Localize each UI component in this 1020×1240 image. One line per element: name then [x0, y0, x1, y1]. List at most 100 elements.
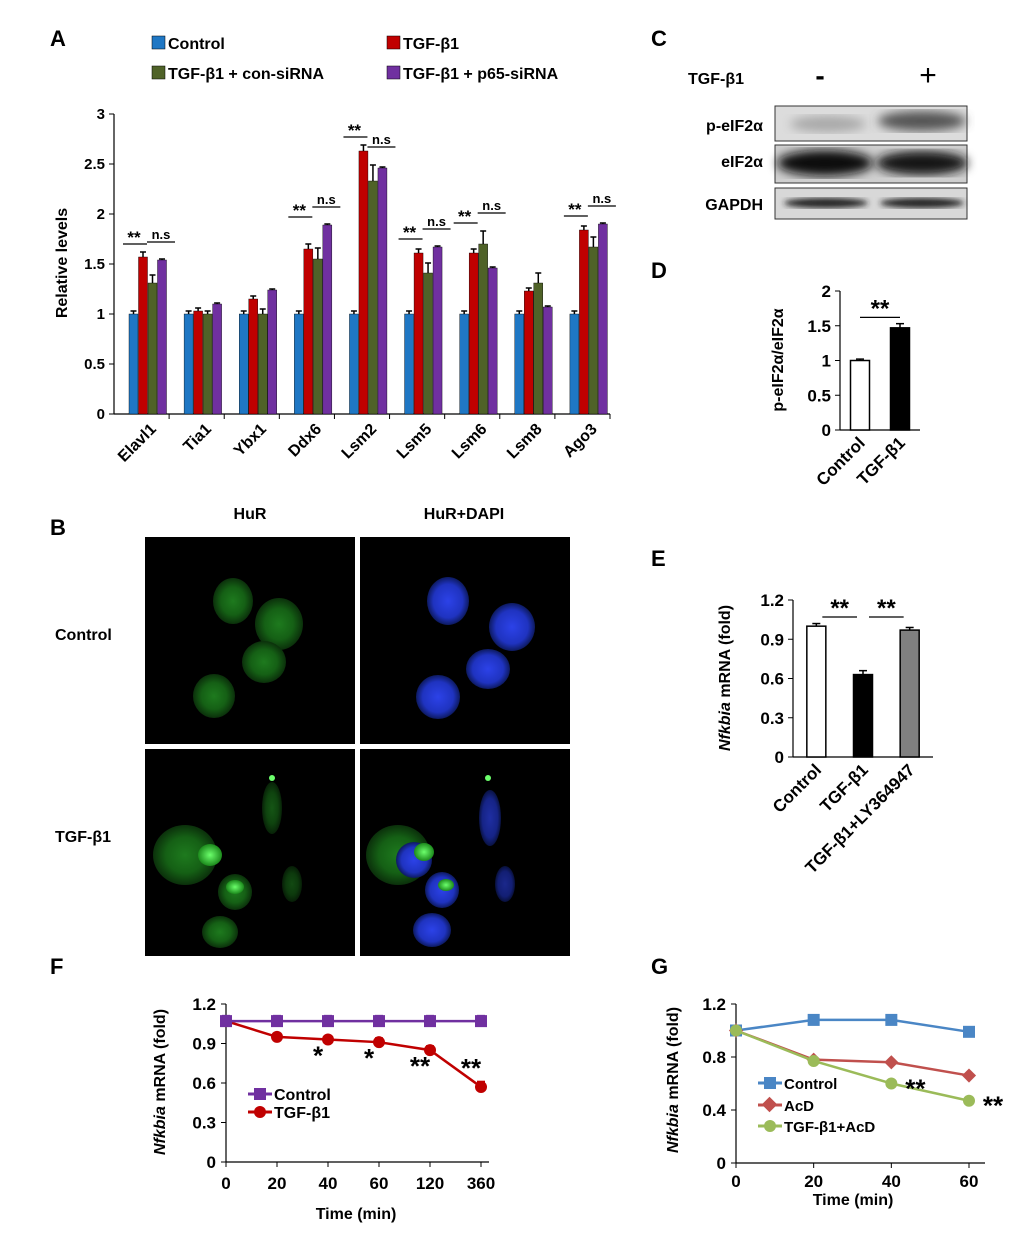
legend-f-control: Control [274, 1087, 331, 1104]
legend-control: Control [168, 36, 225, 53]
panel-f-point-0-0 [220, 1015, 232, 1028]
panel-f-xtick: 40 [319, 1174, 338, 1193]
bar-ddx6-0 [294, 313, 304, 415]
bar-ddx6-1 [303, 248, 314, 415]
panel-a-xtick-elavl1: Elavl1 [115, 421, 160, 466]
bar-ddx6-3 [322, 224, 333, 415]
panel-e-ytick: 0 [775, 748, 784, 767]
bar-ybx1-2 [258, 313, 268, 415]
panel-g-line-2 [735, 1029, 970, 1102]
bar-ybx1-0 [239, 313, 249, 415]
panel-b-row2: TGF-β1 [55, 829, 111, 846]
panel-g-ytick: 0.4 [702, 1101, 726, 1120]
panel-d-label: D [651, 258, 667, 283]
legend-tgf: TGF-β1 [403, 36, 459, 53]
panel-g-line-0 [735, 1018, 970, 1034]
bar-lsm8-2 [533, 282, 543, 415]
panel-e-ylabel: Nfkbia mRNA (fold) [717, 605, 734, 751]
panel-g-ylabel: Nfkbia mRNA (fold) [665, 1007, 682, 1153]
panel-d-bar-0 [849, 359, 871, 431]
panel-f-point-0-3 [373, 1015, 385, 1028]
panel-f-xtick: 60 [370, 1174, 389, 1193]
panel-g-point-1-2 [884, 1055, 899, 1070]
panel-g-xtick: 0 [731, 1172, 740, 1191]
sig-stars-lsm6: ** [458, 207, 472, 226]
bar-lsm2-3 [377, 167, 388, 415]
bar-lsm2-0 [349, 313, 359, 415]
blot-label-eif2a: eIF2α [721, 154, 763, 171]
panel-a-ytick: 1.5 [84, 256, 105, 273]
panel-b-col1: HuR [234, 506, 267, 523]
legend-swatch-consirna [151, 65, 166, 80]
panel-a-ytick: 0.5 [84, 356, 105, 373]
panel-c-minus: - [815, 60, 824, 91]
panel-f-xtick: 120 [416, 1174, 444, 1193]
bar-lsm5-0 [404, 313, 414, 415]
panel-g-ytick: 1.2 [702, 995, 726, 1014]
legend-g-control: Control [784, 1076, 837, 1093]
bar-elavl1-2 [147, 282, 158, 415]
panel-f-ytick: 0 [207, 1153, 216, 1172]
bar-lsm8-1 [524, 290, 534, 415]
panel-f-point-1-3 [373, 1036, 385, 1049]
panel-g-ytick: 0 [717, 1154, 726, 1173]
panel-a-ytick: 2 [97, 206, 105, 223]
panel-d-ytick: 1.5 [807, 317, 831, 336]
panel-f-chart: 00.30.60.91.20 20 40 60 120 360* * ** ** [192, 995, 495, 1193]
bar-ago3-2 [588, 246, 599, 415]
panel-d-bar-1 [889, 327, 911, 431]
ns-label-ddx6: n.s [317, 192, 336, 207]
panel-f-xtick: 20 [268, 1174, 287, 1193]
panel-a-chart: 0 0.5 1 1.5 2 2.5 3 Elavl1 ** n.s Tia1 Ybx1 Ddx6 ** n.… [84, 106, 616, 466]
panel-f-sig-40: * [313, 1041, 324, 1071]
panel-g-point-1-3 [961, 1068, 977, 1083]
micrograph-hur-tgf [145, 749, 355, 956]
panel-f-ytick: 0.9 [192, 1035, 216, 1054]
panel-d-ytick: 1 [822, 352, 831, 371]
panel-f-legend: Control TGF-β1 [248, 1087, 331, 1122]
panel-g-sig-40: ** [905, 1074, 926, 1104]
panel-f-xlabel: Time (min) [316, 1206, 397, 1223]
panel-g-point-2-1 [807, 1054, 820, 1067]
sig-stars-lsm2: ** [348, 121, 362, 140]
legend-g-acd: AcD [784, 1098, 814, 1115]
panel-f-point-0-4 [424, 1015, 436, 1028]
legend-swatch-p65 [386, 65, 401, 80]
micrograph-hur-control [145, 537, 355, 744]
blot-gapdh [774, 187, 968, 220]
panel-b-col2: HuR+DAPI [424, 506, 504, 523]
panel-g-point-0-3 [963, 1025, 975, 1038]
panel-f-sig-120: ** [410, 1051, 431, 1081]
panel-f-point-0-2 [322, 1015, 334, 1028]
panel-f-ylabel-rest: mRNA (fold) [152, 1009, 169, 1106]
bar-lsm8-0 [514, 313, 524, 415]
panel-g-point-0-2 [885, 1013, 898, 1026]
panel-g-line-1 [735, 1029, 970, 1077]
panel-a-xtick-lsm6: Lsm6 [449, 421, 491, 463]
blot-label-gapdh: GAPDH [705, 197, 763, 214]
panel-e-ylabel-rest: mRNA (fold) [717, 605, 734, 702]
panel-g-xtick: 40 [882, 1172, 901, 1191]
panel-f-ylabel-gene: Nfkbia [152, 1106, 169, 1155]
panel-g-xtick: 20 [804, 1172, 823, 1191]
bar-lsm6-3 [487, 267, 498, 415]
blot-label-peif2a: p-eIF2α [706, 118, 763, 135]
panel-f-point-1-4 [424, 1044, 436, 1057]
bar-lsm2-2 [368, 180, 378, 415]
ns-label-lsm2: n.s [372, 132, 391, 147]
panel-g-point-2-0 [730, 1024, 742, 1037]
panel-g-chart: 0 0.4 0.8 1.2 0 20 40 60 ** ** [702, 995, 1004, 1191]
panel-e-chart: 00.30.60.91.2ControlTGF-β1TGF-β1+LY36494… [760, 591, 933, 877]
panel-f-point-0-1 [271, 1015, 283, 1028]
panel-e-sig-stars-0: ** [830, 595, 849, 622]
bar-tia1-3 [212, 303, 222, 415]
legend-g-acd-marker [761, 1096, 778, 1113]
micrograph-merge-control [360, 537, 570, 744]
panel-e-sig-stars-1: ** [877, 595, 896, 622]
panel-c-label: C [651, 26, 667, 51]
bar-ago3-1 [579, 229, 589, 415]
panel-e-ylabel-gene: Nfkbia [717, 702, 734, 751]
bar-tia1-1 [193, 310, 203, 415]
bar-ago3-3 [598, 223, 608, 415]
